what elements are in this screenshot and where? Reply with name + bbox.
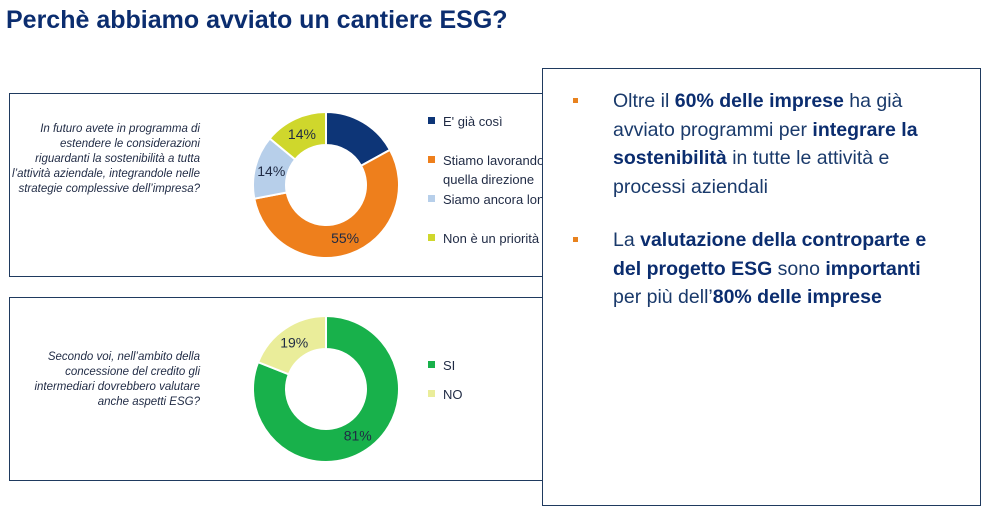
bullet-emphasis: 60% delle imprese — [674, 90, 844, 112]
bullet-text: in tutte le attività e processi aziendal… — [613, 147, 890, 198]
bullet-emphasis: importanti — [825, 257, 921, 280]
legend-label: Stiamo lavorando in quella direzione — [443, 153, 558, 187]
slice-data-label: 14% — [257, 163, 285, 179]
legend-item: Non è un priorità — [428, 229, 539, 248]
slice-data-label: 81% — [344, 428, 372, 444]
donut-chart: 55% 14% 14% — [252, 110, 400, 259]
key-findings-panel: Oltre il 60% delle imprese ha già avviat… — [542, 68, 981, 506]
legend-swatch — [428, 390, 435, 397]
donut-slice — [256, 314, 327, 376]
bullet-text: ha già avviato programmi per — [613, 90, 903, 141]
bullet-text: La — [613, 229, 641, 251]
legend-swatch — [428, 234, 435, 241]
bullet-marker-icon — [573, 237, 578, 242]
bullet-emphasis: 80% delle imprese — [712, 286, 882, 308]
bullet-emphasis: integrare la sostenibilità — [613, 118, 918, 170]
donut-slice — [253, 148, 400, 259]
finding-bullet: Oltre il 60% delle imprese ha già avviat… — [573, 87, 943, 201]
bullet-text: per più dell’ — [613, 286, 713, 308]
legend-label: SI — [443, 358, 456, 373]
slice-data-label: 55% — [331, 230, 359, 246]
legend-label: Siamo ancora lontani — [443, 192, 566, 207]
legend-swatch — [428, 117, 435, 124]
legend-item: SI — [428, 356, 455, 375]
legend-item: Stiamo lavorando in quella direzione — [428, 151, 558, 189]
chart-panel-credit: Secondo voi, nell’ambito della concessio… — [9, 297, 585, 481]
legend-label: E' già così — [443, 114, 503, 129]
legend-swatch — [428, 361, 435, 368]
slice-data-label: 14% — [288, 126, 316, 142]
legend-swatch — [428, 156, 435, 163]
survey-question: Secondo voi, nell’ambito della concessio… — [34, 351, 200, 408]
bullet-text: Oltre il — [613, 90, 675, 112]
legend-label: NO — [443, 387, 463, 402]
bullet-emphasis: valutazione della controparte e del prog… — [613, 229, 927, 280]
legend-swatch — [428, 195, 435, 202]
legend-item: Siamo ancora lontani — [428, 190, 565, 209]
survey-question: In futuro avete in programma di estender… — [12, 123, 200, 195]
bullet-marker-icon — [573, 98, 578, 103]
legend-item: NO — [428, 385, 463, 404]
slice-data-label: 19% — [280, 334, 308, 350]
donut-slice — [252, 314, 400, 463]
finding-bullet: La valutazione della controparte e del p… — [573, 226, 943, 312]
legend-label: Non è un priorità — [443, 231, 540, 246]
donut-slice — [268, 110, 327, 161]
bullet-text: sono — [772, 257, 826, 280]
legend-item: E' già così — [428, 112, 503, 131]
chart-panel-extension: In futuro avete in programma di estender… — [9, 93, 585, 277]
donut-chart: 81% 19% — [252, 314, 400, 463]
key-findings-list: Oltre il 60% delle imprese ha già avviat… — [573, 87, 943, 337]
page-title: Perchè abbiamo avviato un cantiere ESG? — [6, 6, 508, 34]
